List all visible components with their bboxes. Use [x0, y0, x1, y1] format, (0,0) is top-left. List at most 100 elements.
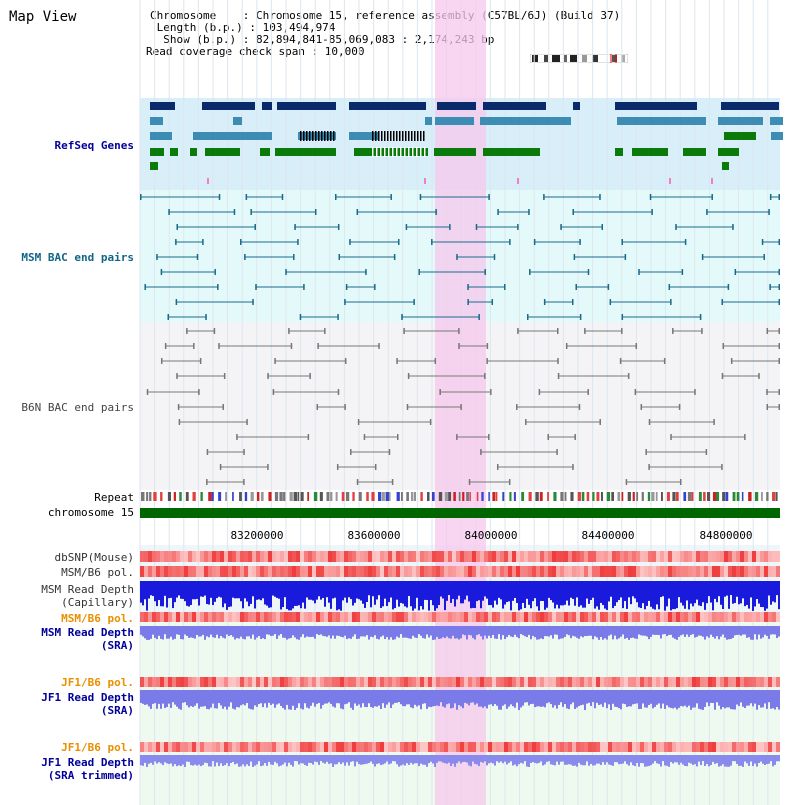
repeat-element	[488, 492, 490, 501]
chromosome-ideogram[interactable]	[530, 54, 628, 63]
read-depth-bar	[474, 690, 476, 705]
refseq-gene	[170, 148, 178, 156]
read-depth-bar	[296, 581, 298, 606]
polymorphism-cell	[248, 612, 252, 622]
polymorphism-cell	[288, 566, 292, 577]
read-depth-bar	[742, 581, 744, 599]
b6n-bac-end	[223, 373, 226, 379]
read-depth-bar	[250, 690, 252, 710]
read-depth-bar	[282, 581, 284, 608]
b6n-bac-end	[357, 419, 360, 425]
read-depth-bar	[652, 690, 654, 709]
read-depth-bar	[766, 755, 768, 765]
polymorphism-cell	[632, 677, 636, 687]
polymorphism-cell	[444, 566, 448, 577]
msm-bac-end	[638, 269, 640, 275]
read-depth-bar	[306, 581, 308, 598]
read-depth-bar	[182, 755, 184, 765]
refseq-exon	[384, 147, 386, 157]
polymorphism-cell	[248, 551, 252, 562]
polymorphism-cell	[436, 677, 440, 687]
polymorphism-cell	[732, 677, 736, 687]
polymorphism-cell	[592, 677, 596, 687]
polymorphism-cell	[656, 742, 660, 752]
read-depth-bar	[752, 690, 754, 707]
read-depth-bar	[574, 755, 576, 766]
label-jf1-read-sra: JF1 Read Depth (SRA)	[41, 691, 134, 717]
read-depth-bar	[600, 755, 602, 765]
polymorphism-cell	[752, 612, 756, 622]
read-depth-bar	[458, 626, 460, 640]
read-depth-bar	[472, 626, 474, 639]
polymorphism-cell	[404, 612, 408, 622]
refseq-exon	[408, 131, 410, 141]
polymorphism-cell	[200, 612, 204, 622]
read-depth-bar	[480, 755, 482, 762]
read-depth-bar	[392, 626, 394, 640]
read-depth-bar	[380, 755, 382, 766]
polymorphism-cell	[664, 742, 668, 752]
polymorphism-cell	[528, 612, 532, 622]
read-depth-bar	[230, 755, 232, 763]
read-depth-bar	[772, 690, 774, 709]
read-depth-bar	[666, 755, 668, 766]
polymorphism-cell	[340, 742, 344, 752]
read-depth-bar	[648, 755, 650, 766]
read-depth-bar	[330, 755, 332, 764]
polymorphism-cell	[332, 566, 336, 577]
read-depth-bar	[514, 581, 516, 598]
msm-bac-end	[681, 269, 684, 275]
read-depth-bar	[442, 626, 444, 638]
read-depth-bar	[228, 755, 230, 767]
read-depth-bar	[558, 755, 560, 765]
read-depth-bar	[206, 626, 208, 637]
label-dbsnp: dbSNP(Mouse)	[54, 551, 134, 564]
polymorphism-cell	[372, 612, 376, 622]
read-depth-bar	[200, 626, 202, 637]
read-depth-bar	[510, 755, 512, 762]
read-depth-bar	[166, 581, 168, 608]
polymorphism-cell	[308, 566, 312, 577]
read-depth-bar	[146, 626, 148, 640]
read-depth-bar	[184, 690, 186, 703]
polymorphism-cell	[228, 742, 232, 752]
msm-bac-end	[488, 194, 490, 200]
repeat-element	[509, 492, 512, 501]
read-depth-bar	[516, 581, 518, 604]
read-depth-bar	[190, 755, 192, 766]
polymorphism-cell	[440, 551, 444, 562]
polymorphism-cell	[188, 566, 192, 577]
msm-bac-end	[769, 284, 771, 290]
read-depth-bar	[186, 581, 188, 606]
polymorphism-cell	[224, 742, 228, 752]
read-depth-bar	[510, 581, 512, 611]
read-depth-bar	[426, 690, 428, 709]
read-depth-bar	[602, 626, 604, 640]
read-depth-bar	[730, 581, 732, 596]
read-depth-bar	[464, 626, 466, 636]
b6n-bac-end	[565, 343, 568, 349]
msm-bac-end	[176, 224, 178, 230]
read-depth-bar	[462, 690, 464, 709]
read-depth-bar	[552, 626, 554, 639]
polymorphism-cell	[432, 677, 436, 687]
read-depth-bar	[158, 581, 160, 601]
read-depth-bar	[700, 690, 702, 710]
read-depth-bar	[520, 581, 522, 610]
read-depth-bar	[264, 626, 266, 640]
read-depth-bar	[336, 581, 338, 611]
read-depth-bar	[444, 581, 446, 611]
polymorphism-cell	[320, 566, 324, 577]
read-depth-bar	[468, 755, 470, 766]
read-depth-bar	[380, 690, 382, 709]
read-depth-bar	[248, 690, 250, 709]
repeat-element	[469, 492, 471, 501]
msm-bac-end	[649, 194, 652, 200]
polymorphism-cell	[440, 742, 444, 752]
refseq-gene	[190, 148, 197, 156]
polymorphism-cell	[492, 566, 496, 577]
read-depth-bar	[490, 755, 492, 763]
read-depth-bar	[550, 581, 552, 601]
b6n-bac-end	[557, 373, 560, 379]
